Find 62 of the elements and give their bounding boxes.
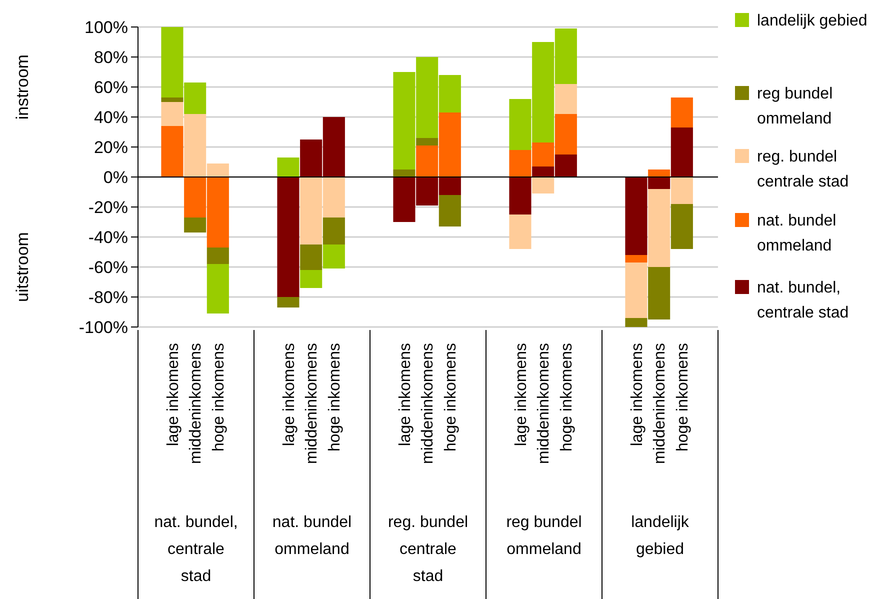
bar	[277, 177, 300, 297]
x-axis-title: reg bundel ommeland	[506, 514, 582, 558]
bar	[277, 297, 300, 308]
x-tick-label: lage inkomens	[280, 343, 298, 446]
bar	[670, 98, 693, 128]
x-tick-label: middeninkomens	[188, 343, 205, 464]
bar	[184, 218, 206, 232]
x-tick-label: lage inkomens	[396, 343, 414, 446]
x-tick-label: lage inkomens	[628, 343, 646, 446]
y-tick-label: 40%	[94, 108, 128, 127]
legend-label: reg bundel ommeland	[757, 86, 833, 128]
legend-label: nat. bundel ommeland	[757, 212, 836, 255]
bar	[300, 270, 322, 288]
bar	[532, 177, 554, 194]
x-axis-title: landelijk gebied	[631, 514, 690, 558]
x-axis-title: reg. bundel centrale stad	[388, 514, 468, 585]
bar	[393, 170, 416, 177]
y-tick-label: -20%	[88, 198, 128, 217]
x-tick-label: middeninkomens	[652, 343, 669, 464]
bar	[438, 195, 461, 226]
bar	[322, 218, 345, 244]
text: uitstroom	[13, 232, 32, 302]
bar	[322, 244, 345, 268]
y-tick-label: -40%	[88, 228, 128, 247]
legend-label: nat. bundel, centrale stad	[757, 280, 849, 322]
bar	[625, 255, 648, 262]
y-tick-label: -60%	[88, 258, 128, 277]
y-tick-label: -100%	[78, 318, 128, 337]
bar	[161, 126, 184, 177]
x-tick-label: hoge inkomens	[326, 343, 344, 452]
x-tick-label: hoge inkomens	[558, 343, 576, 452]
bar	[206, 264, 229, 314]
x-tick-label: hoge inkomens	[210, 343, 228, 452]
x-axis-title: nat. bundel, centrale stad	[154, 514, 238, 585]
bar	[416, 138, 438, 146]
legend-label: landelijk gebied	[757, 12, 868, 30]
y-axis-title: instroom	[13, 54, 32, 120]
y-tick-label: 0%	[103, 168, 128, 187]
bar	[206, 248, 229, 264]
bar	[509, 177, 532, 214]
bar	[300, 244, 322, 270]
bar	[554, 84, 577, 114]
x-tick-label: middeninkomens	[304, 343, 321, 464]
y-tick-label: 60%	[94, 78, 128, 97]
bar	[670, 204, 693, 249]
x-tick-label: lage inkomens	[512, 343, 530, 446]
x-axis-title: nat. bundel ommeland	[272, 514, 352, 558]
y-tick-label: 20%	[94, 138, 128, 157]
x-tick-label: lage inkomens	[164, 343, 182, 446]
x-tick-label: hoge inkomens	[442, 343, 460, 452]
bar	[648, 170, 670, 177]
x-tick-label: middeninkomens	[420, 343, 437, 464]
x-tick-label: middeninkomens	[536, 343, 553, 464]
legend-label: reg. bundel centrale stad	[757, 148, 849, 191]
y-tick-label: 100%	[84, 18, 128, 37]
bar	[161, 98, 184, 102]
x-tick-label: hoge inkomens	[674, 343, 692, 452]
bar	[277, 158, 300, 177]
y-tick-label: -80%	[88, 288, 128, 307]
bar	[509, 214, 532, 249]
bar	[670, 128, 693, 177]
y-tick-label: 80%	[94, 48, 128, 67]
